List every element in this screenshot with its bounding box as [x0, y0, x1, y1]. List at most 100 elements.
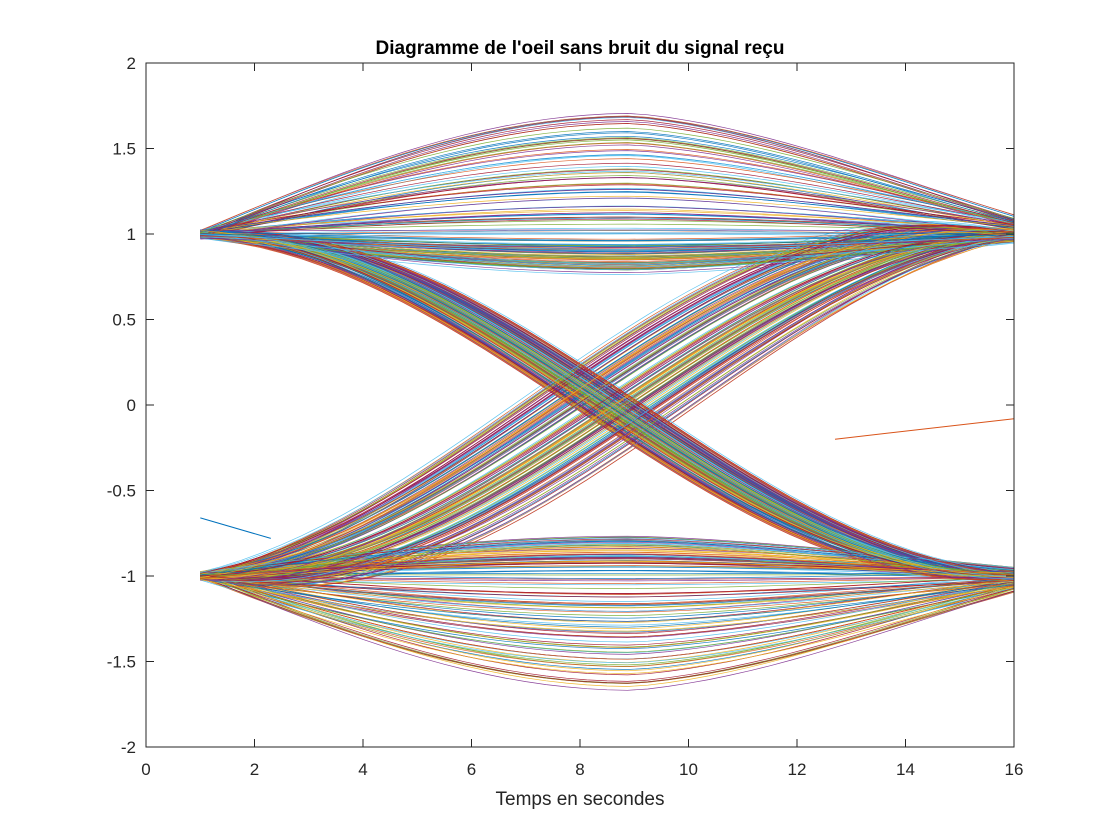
eye-traces-group [200, 113, 1014, 691]
eye-trace [200, 233, 1014, 577]
eye-trace [200, 210, 1014, 233]
eye-trace [200, 578, 1014, 622]
stray-trace-1 [834, 418, 1014, 440]
eye-trace [200, 579, 1014, 632]
eye-trace [200, 227, 1014, 578]
eye-trace [200, 233, 1014, 581]
eye-trace [200, 232, 1014, 235]
x-tick-label: 2 [250, 760, 259, 779]
chart-title: Diagramme de l'oeil sans bruit du signal… [376, 38, 785, 59]
y-tick-label: 0.5 [112, 311, 136, 330]
eye-trace [200, 137, 1014, 235]
eye-trace [200, 172, 1014, 235]
eye-trace [200, 573, 1014, 682]
eye-trace [200, 154, 1014, 234]
eye-trace [200, 234, 1014, 580]
eye-trace [200, 231, 1014, 575]
eye-trace [200, 575, 1014, 607]
eye-trace [200, 212, 1014, 238]
eye-trace [200, 170, 1014, 231]
eye-trace [200, 576, 1014, 580]
eye-trace [200, 575, 1014, 666]
eye-trace [200, 233, 1014, 260]
eye-trace [200, 229, 1014, 573]
eye-trace [200, 571, 1014, 634]
eye-trace [200, 229, 1014, 573]
eye-trace [200, 224, 1014, 575]
eye-trace [200, 576, 1014, 653]
eye-trace [200, 553, 1014, 579]
eye-trace [200, 213, 1014, 235]
eye-trace [200, 224, 1014, 574]
eye-trace [200, 232, 1014, 580]
eye-trace [200, 237, 1014, 581]
eye-trace [200, 149, 1014, 233]
x-tick-label: 12 [788, 760, 807, 779]
x-tick-label: 0 [141, 760, 150, 779]
eye-trace [200, 230, 1014, 574]
eye-trace [200, 576, 1014, 684]
eye-trace [200, 177, 1014, 232]
eye-trace [200, 191, 1014, 234]
eye-trace [200, 558, 1014, 577]
eye-trace [200, 182, 1014, 235]
eye-trace [200, 237, 1014, 248]
eye-trace [200, 197, 1014, 238]
eye-trace [200, 573, 1014, 595]
eye-trace [200, 205, 1014, 236]
eye-trace [200, 233, 1014, 242]
eye-trace [200, 572, 1014, 643]
eye-trace [200, 232, 1014, 578]
eye-trace [200, 233, 1014, 577]
eye-trace [200, 574, 1014, 628]
eye-trace [200, 166, 1014, 233]
x-tick-label: 14 [896, 760, 915, 779]
eye-trace [200, 236, 1014, 580]
eye-trace [200, 131, 1014, 235]
eye-trace [200, 542, 1014, 578]
eye-trace [200, 231, 1014, 575]
eye-trace [200, 220, 1014, 233]
eye-trace [200, 233, 1014, 258]
eye-trace [200, 577, 1014, 674]
eye-trace [200, 577, 1014, 598]
eye-trace [200, 158, 1014, 231]
eye-trace [200, 121, 1014, 237]
eye-trace [200, 576, 1014, 605]
eye-trace [200, 237, 1014, 583]
eye-trace [200, 232, 1014, 576]
eye-trace [200, 237, 1014, 270]
eye-trace [200, 233, 1014, 581]
eye-trace [200, 189, 1014, 232]
eye-trace [200, 577, 1014, 633]
eye-trace [200, 573, 1014, 672]
eye-trace [200, 223, 1014, 233]
eye-trace [200, 231, 1014, 241]
stray-trace-0 [200, 517, 271, 539]
x-tick-label: 16 [1005, 760, 1024, 779]
eye-trace [200, 237, 1014, 581]
eye-trace [200, 234, 1014, 577]
y-tick-label: 0 [127, 396, 136, 415]
eye-trace [200, 235, 1014, 583]
eye-trace [200, 154, 1014, 232]
eye-trace [200, 218, 1014, 236]
eye-trace [200, 233, 1014, 266]
eye-trace [200, 142, 1014, 237]
eye-trace [200, 237, 1014, 586]
eye-trace [200, 575, 1014, 639]
eye-trace [200, 235, 1014, 246]
eye-trace [200, 578, 1014, 613]
eye-trace [200, 155, 1014, 237]
y-tick-label: 1.5 [112, 140, 136, 159]
eye-trace [200, 237, 1014, 581]
eye-trace [200, 233, 1014, 577]
eye-trace [200, 217, 1014, 234]
y-tick-label: -2 [121, 738, 136, 757]
x-tick-label: 6 [467, 760, 476, 779]
y-tick-label: -1.5 [107, 653, 136, 672]
eye-trace [200, 575, 1014, 691]
eye-trace [200, 573, 1014, 605]
eye-trace [200, 575, 1014, 589]
